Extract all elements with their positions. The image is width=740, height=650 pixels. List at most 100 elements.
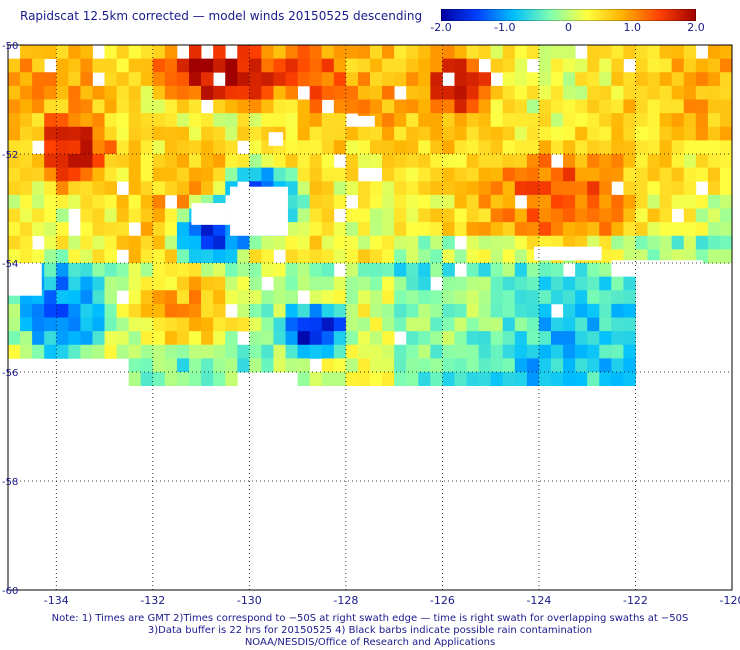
heatmap-cell — [406, 58, 419, 73]
heatmap-cell — [599, 249, 612, 264]
colorbar — [441, 9, 696, 21]
heatmap-cell — [285, 72, 298, 87]
heatmap-cell — [418, 113, 431, 128]
heatmap-cell — [321, 45, 335, 60]
heatmap-cell — [249, 317, 262, 332]
heatmap-cell — [683, 222, 697, 237]
heatmap-cell — [599, 222, 612, 237]
heatmap-cell — [538, 113, 552, 128]
heatmap-cell — [575, 140, 588, 155]
heatmap-cell — [92, 194, 105, 209]
heatmap-cell — [285, 194, 298, 209]
heatmap-cell — [128, 235, 142, 250]
heatmap-cell — [20, 181, 33, 196]
heatmap-cell — [599, 167, 612, 182]
heatmap-cell — [551, 276, 564, 291]
heatmap-cell — [152, 72, 166, 87]
missing-data-gap — [191, 203, 231, 225]
heatmap-cell — [237, 58, 250, 73]
heatmap-cell — [563, 344, 576, 359]
heatmap-cell — [201, 344, 214, 359]
heatmap-cell — [92, 85, 105, 100]
heatmap-cell — [20, 126, 33, 141]
heatmap-cell — [526, 99, 540, 114]
heatmap-cell — [213, 317, 226, 332]
heatmap-cell — [430, 372, 443, 387]
heatmap-cell — [237, 126, 250, 141]
heatmap-cell — [189, 167, 202, 182]
heatmap-cell — [563, 140, 576, 155]
heatmap-cell — [213, 222, 226, 237]
heatmap-cell — [32, 99, 45, 114]
heatmap-cell — [56, 344, 69, 359]
heatmap-cell — [526, 126, 540, 141]
heatmap-cell — [671, 45, 685, 60]
heatmap-cell — [116, 303, 130, 318]
heatmap-cell — [575, 290, 588, 305]
heatmap-cell — [56, 140, 69, 155]
heatmap-cell — [32, 181, 45, 196]
heatmap-cell — [80, 126, 93, 141]
heatmap-cell — [321, 208, 335, 223]
heatmap-cell — [526, 140, 540, 155]
heatmap-cell — [297, 154, 311, 169]
heatmap-cell — [575, 181, 588, 196]
heatmap-cell — [152, 290, 166, 305]
heatmap-cell — [442, 126, 455, 141]
heatmap-cell — [538, 222, 552, 237]
heatmap-cell — [56, 126, 69, 141]
heatmap-cell — [225, 140, 238, 155]
heatmap-cell — [538, 45, 552, 60]
footnote-line: NOAA/NESDIS/Office of Research and Appli… — [244, 637, 496, 648]
y-tick-labels: -50 -52 -54 -56 -58 -60 — [2, 41, 18, 597]
heatmap-cell — [575, 222, 588, 237]
heatmap-cell — [297, 181, 311, 196]
heatmap-cell — [56, 45, 69, 60]
heatmap-cell — [563, 45, 576, 60]
heatmap-cell — [659, 249, 673, 264]
heatmap-cell — [599, 113, 612, 128]
heatmap-cell — [647, 235, 660, 250]
heatmap-cell — [382, 113, 395, 128]
heatmap-cell — [309, 99, 323, 114]
heatmap-cell — [418, 140, 431, 155]
heatmap-cell — [454, 99, 467, 114]
heatmap-cell — [104, 263, 117, 278]
heatmap-cell — [478, 140, 492, 155]
heatmap-cell — [394, 303, 407, 318]
heatmap-cell — [225, 72, 238, 87]
heatmap-cell — [297, 99, 311, 114]
heatmap-cell — [249, 276, 262, 291]
heatmap-cell — [104, 154, 117, 169]
heatmap-cell — [309, 303, 323, 318]
heatmap-cell — [164, 99, 178, 114]
heatmap-cell — [538, 99, 552, 114]
heatmap-cell — [466, 331, 479, 346]
heatmap-cell — [623, 208, 636, 223]
heatmap-cell — [333, 72, 347, 87]
heatmap-cell — [357, 249, 371, 264]
heatmap-cell — [370, 358, 383, 373]
heatmap-cell — [659, 181, 673, 196]
heatmap-cell — [309, 140, 323, 155]
heatmap-cell — [394, 181, 407, 196]
heatmap-cell — [56, 181, 69, 196]
heatmap-cell — [357, 140, 371, 155]
heatmap-cell — [430, 263, 443, 278]
heatmap-cell — [140, 276, 154, 291]
heatmap-cell — [309, 113, 323, 128]
heatmap-cell — [707, 140, 721, 155]
heatmap-cell — [454, 344, 467, 359]
heatmap-cell — [442, 372, 455, 387]
heatmap-cell — [321, 331, 335, 346]
heatmap-cell — [176, 358, 190, 373]
heatmap-cell — [719, 249, 733, 264]
heatmap-cell — [502, 249, 516, 264]
heatmap-cell — [237, 235, 250, 250]
heatmap-cell — [502, 317, 516, 332]
heatmap-cell — [249, 140, 262, 155]
heatmap-cell — [575, 194, 588, 209]
heatmap-cell — [394, 99, 407, 114]
heatmap-cell — [707, 154, 721, 169]
heatmap-cell — [623, 276, 636, 291]
